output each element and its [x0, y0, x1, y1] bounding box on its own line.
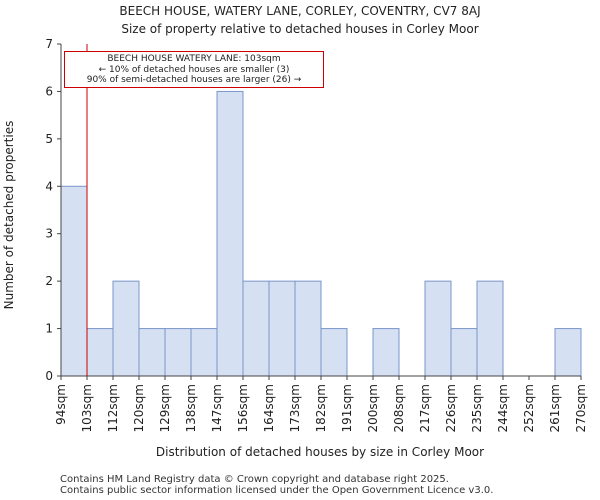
chart-subtitle: Size of property relative to detached ho…	[121, 22, 479, 36]
x-tick-label: 103sqm	[80, 384, 94, 432]
y-tick-label: 6	[45, 84, 53, 98]
x-tick-label: 120sqm	[132, 384, 146, 432]
y-tick-label: 7	[45, 37, 53, 51]
bar-103sqm	[86, 328, 114, 377]
bar-112sqm	[112, 280, 140, 377]
x-tick-label: 226sqm	[444, 384, 458, 432]
x-ticks-group: 94sqm 103sqm 112sqm 120sqm 129sqm 138sqm 147sq…	[54, 376, 588, 432]
x-tick-label: 112sqm	[106, 384, 120, 432]
y-tick-label: 4	[45, 179, 53, 193]
x-tick-label: 208sqm	[392, 384, 406, 432]
y-tick-label: 1	[45, 322, 53, 336]
x-tick-label: 244sqm	[496, 384, 510, 432]
y-ticks-group: 0 1 2 3 4 5 6 7	[45, 37, 61, 383]
bar-182sqm	[320, 328, 348, 377]
bar-156sqm	[242, 280, 270, 377]
bar-217sqm	[424, 280, 452, 377]
bar-226sqm	[450, 328, 478, 377]
x-tick-label: 252sqm	[522, 384, 536, 432]
x-tick-label: 156sqm	[236, 384, 250, 432]
bar-261sqm	[554, 328, 582, 377]
x-tick-label: 270sqm	[574, 384, 588, 432]
x-tick-label: 235sqm	[470, 384, 484, 432]
x-axis-label: Distribution of detached houses by size …	[156, 445, 484, 459]
annotation-line-3: 90% of semi-detached houses are larger (…	[86, 75, 302, 85]
x-tick-label: 147sqm	[210, 384, 224, 432]
x-tick-label: 138sqm	[184, 384, 198, 432]
bar-164sqm	[268, 280, 296, 377]
chart-title: BEECH HOUSE, WATERY LANE, CORLEY, COVENT…	[119, 4, 481, 18]
x-tick-label: 200sqm	[366, 384, 380, 432]
annotation-line-2: ← 10% of detached houses are smaller (3)	[98, 64, 290, 75]
footer-line-1: Contains HM Land Registry data © Crown c…	[60, 474, 449, 485]
y-tick-label: 0	[45, 369, 53, 383]
x-tick-label: 261sqm	[548, 384, 562, 432]
x-tick-label: 129sqm	[158, 384, 172, 432]
y-axis-label: Number of detached properties	[2, 121, 16, 310]
bar-200sqm	[372, 328, 400, 377]
bar-147sqm	[216, 90, 244, 377]
x-tick-label: 182sqm	[314, 384, 328, 432]
bar-94sqm	[60, 185, 88, 377]
bar-129sqm	[164, 328, 192, 377]
footer-line-2: Contains public sector information licen…	[60, 485, 494, 496]
annotation-box: BEECH HOUSE WATERY LANE: 103sqm ← 10% of…	[64, 51, 324, 88]
x-tick-label: 94sqm	[54, 384, 68, 425]
x-tick-label: 164sqm	[262, 384, 276, 432]
bar-235sqm	[476, 280, 504, 377]
x-tick-label: 191sqm	[340, 384, 354, 432]
annotation-line-1: BEECH HOUSE WATERY LANE: 103sqm	[107, 54, 281, 64]
bars-group	[60, 90, 582, 377]
y-tick-label: 2	[45, 274, 53, 288]
y-tick-label: 3	[45, 227, 53, 241]
bar-120sqm	[138, 328, 166, 377]
x-tick-label: 173sqm	[288, 384, 302, 432]
y-tick-label: 5	[45, 132, 53, 146]
bar-173sqm	[294, 280, 322, 377]
x-tick-label: 217sqm	[418, 384, 432, 432]
bar-138sqm	[190, 328, 218, 377]
